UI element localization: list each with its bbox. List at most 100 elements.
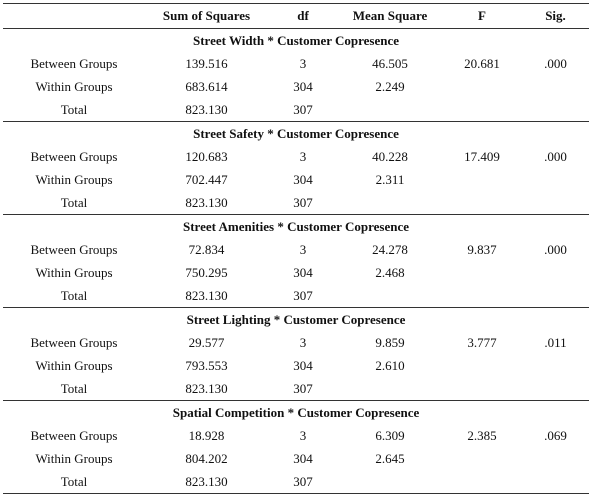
cell-df: 3 bbox=[299, 149, 307, 164]
row-source-label: Between Groups bbox=[30, 335, 118, 350]
cell-df: 304 bbox=[293, 451, 313, 466]
table-row: Within Groups 702.447 304 2.311 bbox=[3, 168, 589, 191]
cell-f: 17.409 bbox=[464, 149, 500, 164]
row-source-label: Total bbox=[60, 195, 88, 210]
section-2: Street Safety * Customer Copresence Betwe… bbox=[3, 122, 589, 215]
cell-sig bbox=[522, 284, 589, 308]
header-row: Sum of Squares df Mean Square F Sig. bbox=[3, 3, 589, 29]
row-source-label: Total bbox=[60, 381, 88, 396]
cell-sig bbox=[522, 354, 589, 377]
cell-df: 307 bbox=[293, 381, 313, 396]
section-title-row: Street Safety * Customer Copresence bbox=[3, 122, 589, 146]
cell-sum-of-squares: 18.928 bbox=[188, 428, 225, 443]
table-row: Within Groups 750.295 304 2.468 bbox=[3, 261, 589, 284]
cell-df: 3 bbox=[299, 242, 307, 257]
section-title-row: Street Lighting * Customer Copresence bbox=[3, 308, 589, 332]
cell-mean-square: 9.859 bbox=[375, 335, 405, 350]
cell-sum-of-squares: 804.202 bbox=[185, 451, 228, 466]
cell-df: 304 bbox=[293, 79, 313, 94]
cell-sig bbox=[522, 98, 589, 122]
cell-f bbox=[442, 75, 522, 98]
header-sum-of-squares: Sum of Squares bbox=[145, 3, 268, 29]
header-df: df bbox=[268, 3, 338, 29]
row-source-label: Total bbox=[60, 288, 88, 303]
section-title: Street Safety * Customer Copresence bbox=[193, 126, 399, 141]
cell-sum-of-squares: 683.614 bbox=[185, 79, 228, 94]
table-row: Between Groups 72.834 3 24.278 9.837 .000 bbox=[3, 238, 589, 261]
table-row: Total 823.130 307 bbox=[3, 191, 589, 215]
cell-df: 3 bbox=[299, 56, 307, 71]
section-4: Street Lighting * Customer Copresence Bet… bbox=[3, 308, 589, 401]
table-row: Between Groups 139.516 3 46.505 20.681 .000 bbox=[3, 52, 589, 75]
cell-mean-square bbox=[338, 191, 442, 215]
table-row: Total 823.130 307 bbox=[3, 470, 589, 494]
section-title: Street Width * Customer Copresence bbox=[192, 33, 400, 48]
cell-f bbox=[442, 168, 522, 191]
cell-sig bbox=[522, 191, 589, 215]
section-3: Street Amenities * Customer Copresence Be… bbox=[3, 215, 589, 308]
row-source-label: Total bbox=[60, 102, 88, 117]
table-row: Within Groups 683.614 304 2.249 bbox=[3, 75, 589, 98]
cell-mean-square: 6.309 bbox=[375, 428, 405, 443]
cell-f: 2.385 bbox=[467, 428, 497, 443]
cell-mean-square: 2.610 bbox=[375, 358, 405, 373]
table-row: Total 823.130 307 bbox=[3, 98, 589, 122]
row-source-label: Between Groups bbox=[30, 428, 118, 443]
cell-df: 304 bbox=[293, 358, 313, 373]
table-row: Between Groups 18.928 3 6.309 2.385 .069 bbox=[3, 424, 589, 447]
row-source-label: Within Groups bbox=[35, 79, 113, 94]
row-source-label: Within Groups bbox=[35, 265, 113, 280]
cell-sig: .000 bbox=[544, 56, 567, 71]
cell-f: 9.837 bbox=[467, 242, 497, 257]
section-title-row: Spatial Competition * Customer Copresenc… bbox=[3, 401, 589, 425]
section-5: Spatial Competition * Customer Copresenc… bbox=[3, 401, 589, 494]
cell-mean-square bbox=[338, 284, 442, 308]
cell-sig bbox=[522, 261, 589, 284]
cell-sig: .000 bbox=[544, 242, 567, 257]
row-source-label: Between Groups bbox=[30, 242, 118, 257]
cell-df: 3 bbox=[299, 428, 307, 443]
table-row: Between Groups 29.577 3 9.859 3.777 .011 bbox=[3, 331, 589, 354]
section-title: Street Amenities * Customer Copresence bbox=[182, 219, 409, 234]
cell-sum-of-squares: 823.130 bbox=[185, 474, 228, 489]
header-sig: Sig. bbox=[522, 3, 589, 29]
table-row: Between Groups 120.683 3 40.228 17.409 .000 bbox=[3, 145, 589, 168]
cell-mean-square: 2.249 bbox=[375, 79, 405, 94]
cell-sig bbox=[522, 168, 589, 191]
cell-mean-square: 2.468 bbox=[375, 265, 405, 280]
cell-sum-of-squares: 120.683 bbox=[185, 149, 228, 164]
cell-sum-of-squares: 823.130 bbox=[185, 195, 228, 210]
cell-sum-of-squares: 823.130 bbox=[185, 102, 228, 117]
cell-sum-of-squares: 702.447 bbox=[185, 172, 228, 187]
cell-df: 307 bbox=[293, 288, 313, 303]
table-header: Sum of Squares df Mean Square F Sig. bbox=[3, 3, 589, 29]
cell-sum-of-squares: 823.130 bbox=[185, 381, 228, 396]
cell-f bbox=[442, 284, 522, 308]
section-1: Street Width * Customer Copresence Betwee… bbox=[3, 29, 589, 122]
cell-sum-of-squares: 29.577 bbox=[188, 335, 225, 350]
cell-sig: .011 bbox=[544, 335, 567, 350]
header-source bbox=[3, 3, 145, 29]
cell-sig bbox=[522, 447, 589, 470]
cell-df: 307 bbox=[293, 102, 313, 117]
cell-f bbox=[442, 447, 522, 470]
cell-mean-square bbox=[338, 377, 442, 401]
table-row: Within Groups 804.202 304 2.645 bbox=[3, 447, 589, 470]
cell-df: 307 bbox=[293, 195, 313, 210]
row-source-label: Within Groups bbox=[35, 358, 113, 373]
cell-f bbox=[442, 377, 522, 401]
cell-mean-square bbox=[338, 98, 442, 122]
section-title: Spatial Competition * Customer Copresenc… bbox=[172, 405, 420, 420]
cell-sum-of-squares: 823.130 bbox=[185, 288, 228, 303]
row-source-label: Within Groups bbox=[35, 451, 113, 466]
cell-sum-of-squares: 72.834 bbox=[188, 242, 225, 257]
row-source-label: Between Groups bbox=[30, 56, 118, 71]
cell-mean-square: 24.278 bbox=[372, 242, 408, 257]
cell-sig: .069 bbox=[544, 428, 567, 443]
cell-sig bbox=[522, 75, 589, 98]
cell-sum-of-squares: 750.295 bbox=[185, 265, 228, 280]
header-f: F bbox=[442, 3, 522, 29]
cell-f: 3.777 bbox=[467, 335, 497, 350]
cell-mean-square: 40.228 bbox=[372, 149, 408, 164]
cell-sig bbox=[522, 377, 589, 401]
